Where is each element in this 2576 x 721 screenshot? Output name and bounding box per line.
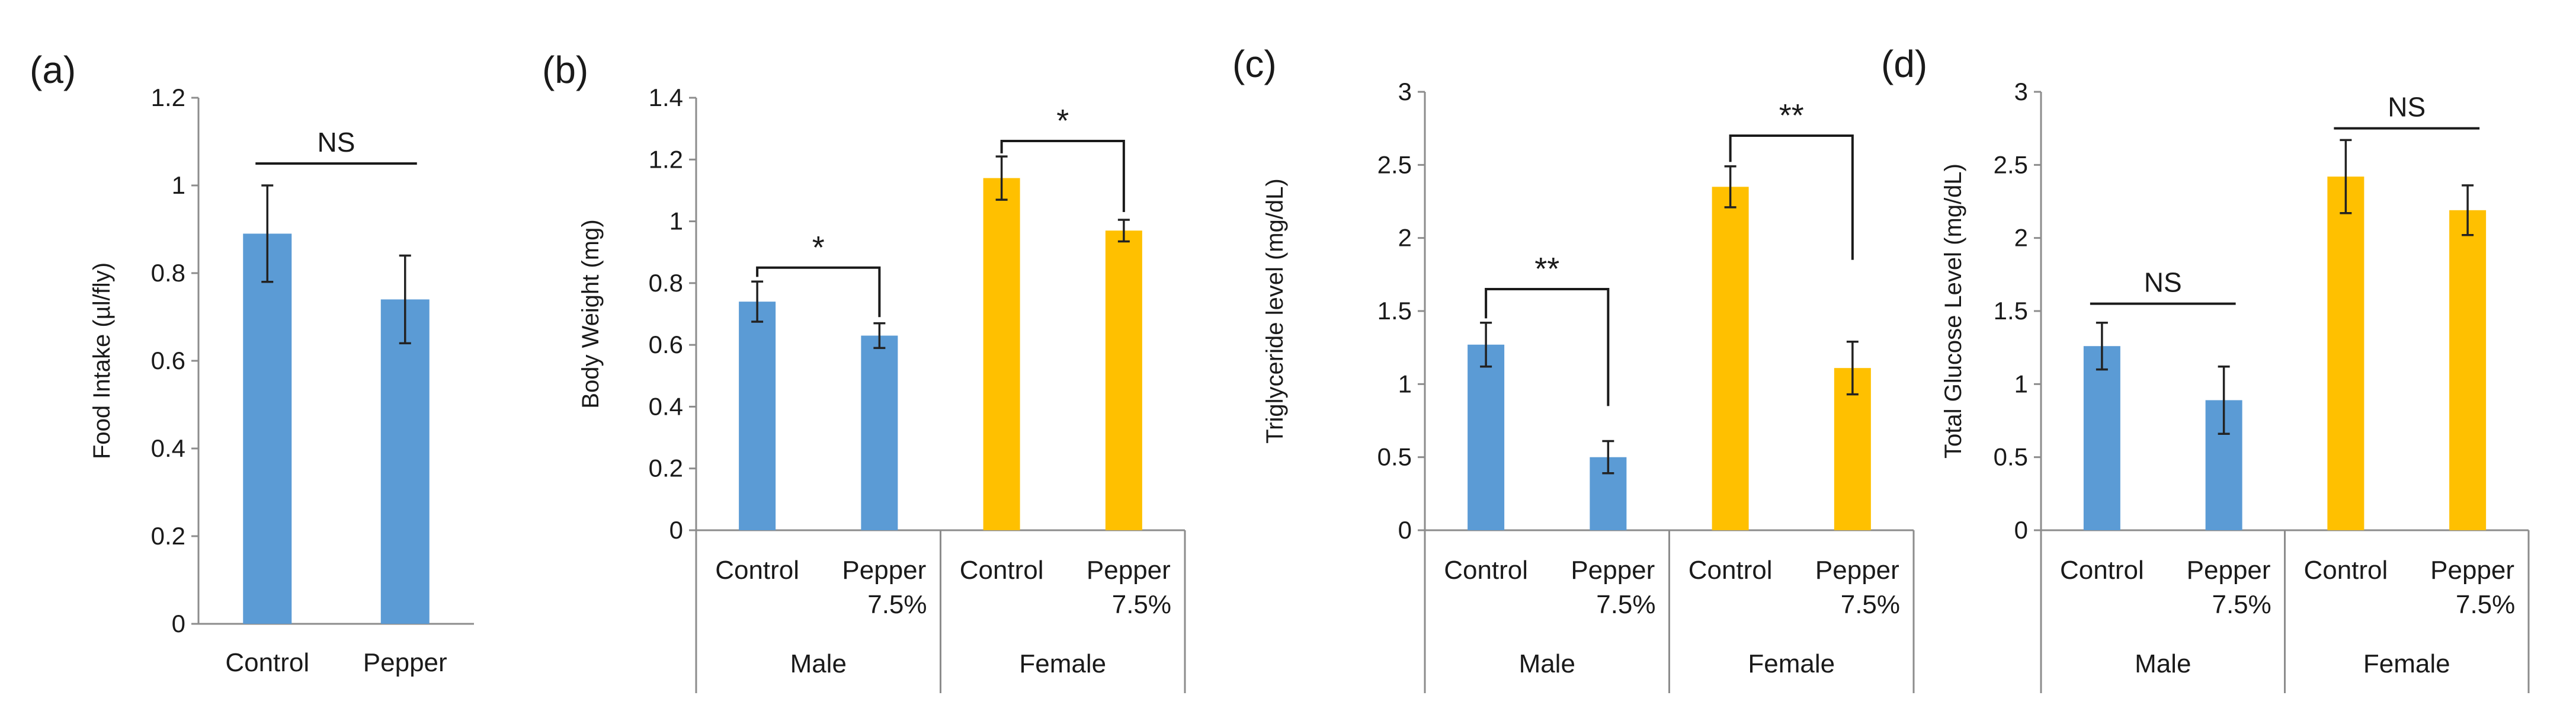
- y-tick-label: 2: [2014, 224, 2028, 252]
- x-category-label-line: 7.5%: [1596, 590, 1655, 619]
- y-axis-label: Food Intake (µl/fly): [89, 262, 115, 459]
- x-category-label: Control: [2060, 556, 2144, 585]
- group-label: Male: [1519, 649, 1575, 678]
- bar: [739, 302, 776, 530]
- y-tick-label: 0.2: [151, 522, 185, 550]
- group-label: Female: [2363, 649, 2450, 678]
- x-category-label-line: 7.5%: [867, 590, 927, 619]
- significance-label: *: [812, 230, 825, 265]
- x-category-label: Pepper 7.5%: [842, 556, 927, 619]
- x-category-label: Pepper: [363, 648, 447, 677]
- x-category-label-line: Pepper: [1087, 556, 1171, 585]
- y-tick-label: 1: [172, 171, 185, 199]
- y-tick-label: 0.8: [151, 259, 185, 287]
- y-tick-label: 1.2: [649, 145, 683, 173]
- x-category-label-line: Pepper: [842, 556, 926, 585]
- x-category-label: Control: [1444, 556, 1528, 585]
- y-tick-label: 0.5: [1377, 443, 1412, 471]
- y-tick-label: 2.5: [1377, 150, 1412, 178]
- bar: [861, 335, 898, 530]
- y-tick-label: 1.5: [1994, 297, 2028, 325]
- significance-bracket: [1729, 134, 1854, 260]
- y-tick-label: 0: [2014, 516, 2028, 544]
- panel-label: (d): [1881, 43, 1927, 85]
- x-category-label-line: Pepper: [2430, 556, 2514, 585]
- y-tick-label: 1: [669, 207, 683, 235]
- x-category-label: Pepper 7.5%: [2187, 556, 2271, 619]
- y-tick-label: 3: [1398, 78, 1412, 105]
- significance-label: NS: [318, 127, 355, 158]
- significance-label: NS: [2144, 267, 2182, 298]
- bar: [2083, 346, 2120, 530]
- significance-label: NS: [2388, 92, 2426, 123]
- chart-panel-c: (c) Triglyceride level (mg/dL) 0 0.5 1 1.5 2 2.…: [1232, 43, 1915, 693]
- y-axis-label: Body Weight (mg): [578, 219, 604, 408]
- bar: [380, 299, 430, 624]
- significance-bracket: [1485, 288, 1610, 406]
- y-tick-label: 0: [669, 516, 683, 544]
- x-category-label: Control: [225, 648, 309, 677]
- x-category-label: Control: [1689, 556, 1773, 585]
- group-label: Female: [1748, 649, 1835, 678]
- group-label: Male: [790, 649, 847, 678]
- significance-label: *: [1056, 103, 1069, 139]
- x-category-label-line: Pepper: [2187, 556, 2271, 585]
- y-tick-label: 0.2: [649, 454, 683, 482]
- x-category-label-line: 7.5%: [1112, 590, 1171, 619]
- significance-bracket: [756, 266, 881, 318]
- y-tick-label: 1.2: [151, 84, 185, 111]
- x-category-label: Control: [960, 556, 1044, 585]
- y-axis-label: Triglyceride level (mg/dL): [1262, 178, 1288, 444]
- y-tick-label: 0.6: [151, 347, 185, 374]
- y-tick-label: 0.6: [649, 331, 683, 358]
- x-category-label-line: Pepper: [1571, 556, 1655, 585]
- y-tick-label: 1: [1398, 370, 1412, 398]
- x-category-label: Pepper 7.5%: [1571, 556, 1655, 619]
- x-category-label: Pepper 7.5%: [1815, 556, 1900, 619]
- y-tick-label: 0: [172, 610, 185, 637]
- bar: [1712, 187, 1749, 530]
- panel-label: (b): [542, 49, 588, 91]
- y-tick-label: 3: [2014, 78, 2028, 105]
- x-category-label: Control: [2303, 556, 2388, 585]
- chart-panel-b: (b) Body Weight (mg) 0 0.2 0.4 0.6 0.8 1 1.2 1.4 C…: [542, 49, 1186, 693]
- y-tick-label: 1.5: [1377, 297, 1412, 325]
- x-category-label: Control: [715, 556, 799, 585]
- x-category-label-line: 7.5%: [2212, 590, 2271, 619]
- y-axis-label: Total Glucose Level (mg/dL): [1940, 164, 1966, 459]
- bar: [983, 178, 1020, 531]
- bar: [1105, 230, 1142, 530]
- panel-label: (a): [30, 49, 76, 91]
- y-tick-label: 1.4: [649, 84, 683, 111]
- group-label: Male: [2135, 649, 2191, 678]
- panel-label: (c): [1232, 43, 1277, 85]
- y-tick-label: 0.8: [649, 269, 683, 297]
- chart-panel-d: (d) Total Glucose Level (mg/dL) 0 0.5 1 1.5 2 2…: [1881, 43, 2530, 693]
- y-tick-label: 0.4: [151, 434, 185, 462]
- x-category-label-line: 7.5%: [2456, 590, 2515, 619]
- y-tick-label: 0.4: [649, 392, 683, 420]
- x-category-label-line: Pepper: [1815, 556, 1899, 585]
- significance-label: **: [1779, 98, 1804, 133]
- x-category-label: Pepper 7.5%: [2430, 556, 2515, 619]
- y-tick-label: 0.5: [1994, 443, 2028, 471]
- chart-panel-a: (a) Food Intake (µl/fly) 0 0.2 0.4 0.6 0.8 1 1.2…: [30, 49, 474, 677]
- bar: [2327, 177, 2364, 531]
- x-category-label-line: 7.5%: [1841, 590, 1900, 619]
- y-tick-label: 2.5: [1994, 150, 2028, 178]
- x-category-label: Pepper 7.5%: [1087, 556, 1171, 619]
- group-label: Female: [1019, 649, 1106, 678]
- y-tick-label: 2: [1398, 224, 1412, 252]
- bar: [2449, 210, 2487, 530]
- significance-bracket: [1000, 140, 1125, 212]
- bar: [1468, 344, 1505, 530]
- significance-label: **: [1534, 251, 1559, 287]
- y-tick-label: 1: [2014, 370, 2028, 398]
- bar: [243, 233, 292, 624]
- y-tick-label: 0: [1398, 516, 1412, 544]
